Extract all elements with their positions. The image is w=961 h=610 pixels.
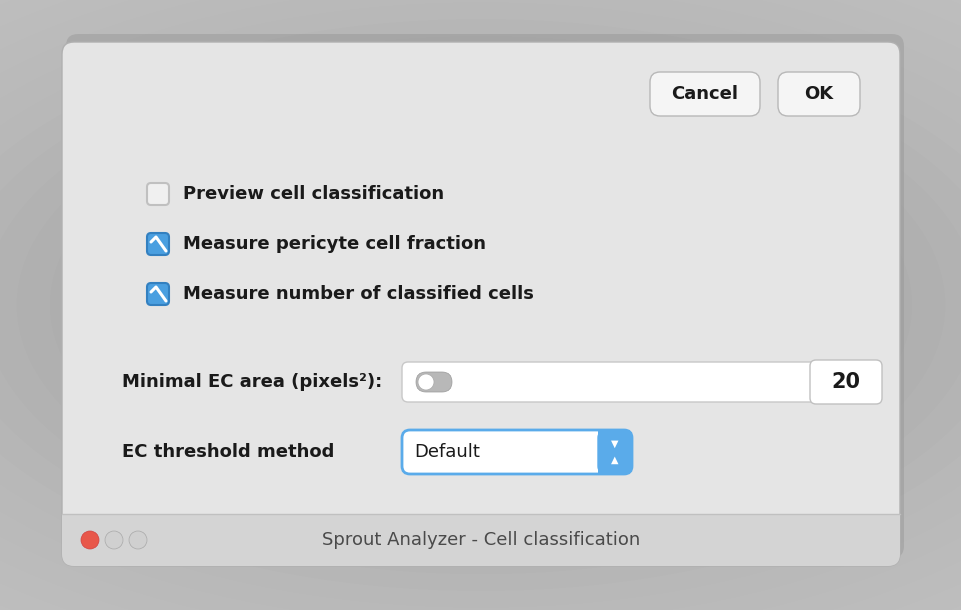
Bar: [62, 514, 899, 540]
FancyBboxPatch shape: [66, 34, 903, 558]
Text: OK: OK: [803, 85, 832, 103]
FancyBboxPatch shape: [402, 430, 631, 474]
Circle shape: [418, 374, 433, 390]
Text: Measure pericyte cell fraction: Measure pericyte cell fraction: [183, 235, 485, 253]
Circle shape: [81, 531, 99, 549]
Circle shape: [129, 531, 147, 549]
Bar: [598, 430, 614, 474]
Text: Default: Default: [413, 443, 480, 461]
FancyBboxPatch shape: [809, 360, 881, 404]
Circle shape: [105, 531, 123, 549]
Text: Sprout Analyzer - Cell classification: Sprout Analyzer - Cell classification: [322, 531, 639, 549]
FancyBboxPatch shape: [62, 42, 899, 566]
FancyBboxPatch shape: [147, 233, 169, 255]
FancyBboxPatch shape: [147, 283, 169, 305]
Text: Cancel: Cancel: [671, 85, 738, 103]
Text: Measure number of classified cells: Measure number of classified cells: [183, 285, 533, 303]
Text: EC threshold method: EC threshold method: [122, 443, 334, 461]
Text: 20: 20: [830, 372, 859, 392]
Text: ▼: ▼: [610, 439, 618, 449]
FancyBboxPatch shape: [598, 430, 631, 474]
FancyBboxPatch shape: [62, 514, 899, 566]
Text: ▲: ▲: [610, 455, 618, 465]
FancyBboxPatch shape: [777, 72, 859, 116]
FancyBboxPatch shape: [650, 72, 759, 116]
FancyBboxPatch shape: [402, 362, 831, 402]
FancyBboxPatch shape: [415, 372, 452, 392]
Text: Minimal EC area (pixels²):: Minimal EC area (pixels²):: [122, 373, 382, 391]
Text: Preview cell classification: Preview cell classification: [183, 185, 444, 203]
FancyBboxPatch shape: [147, 183, 169, 205]
